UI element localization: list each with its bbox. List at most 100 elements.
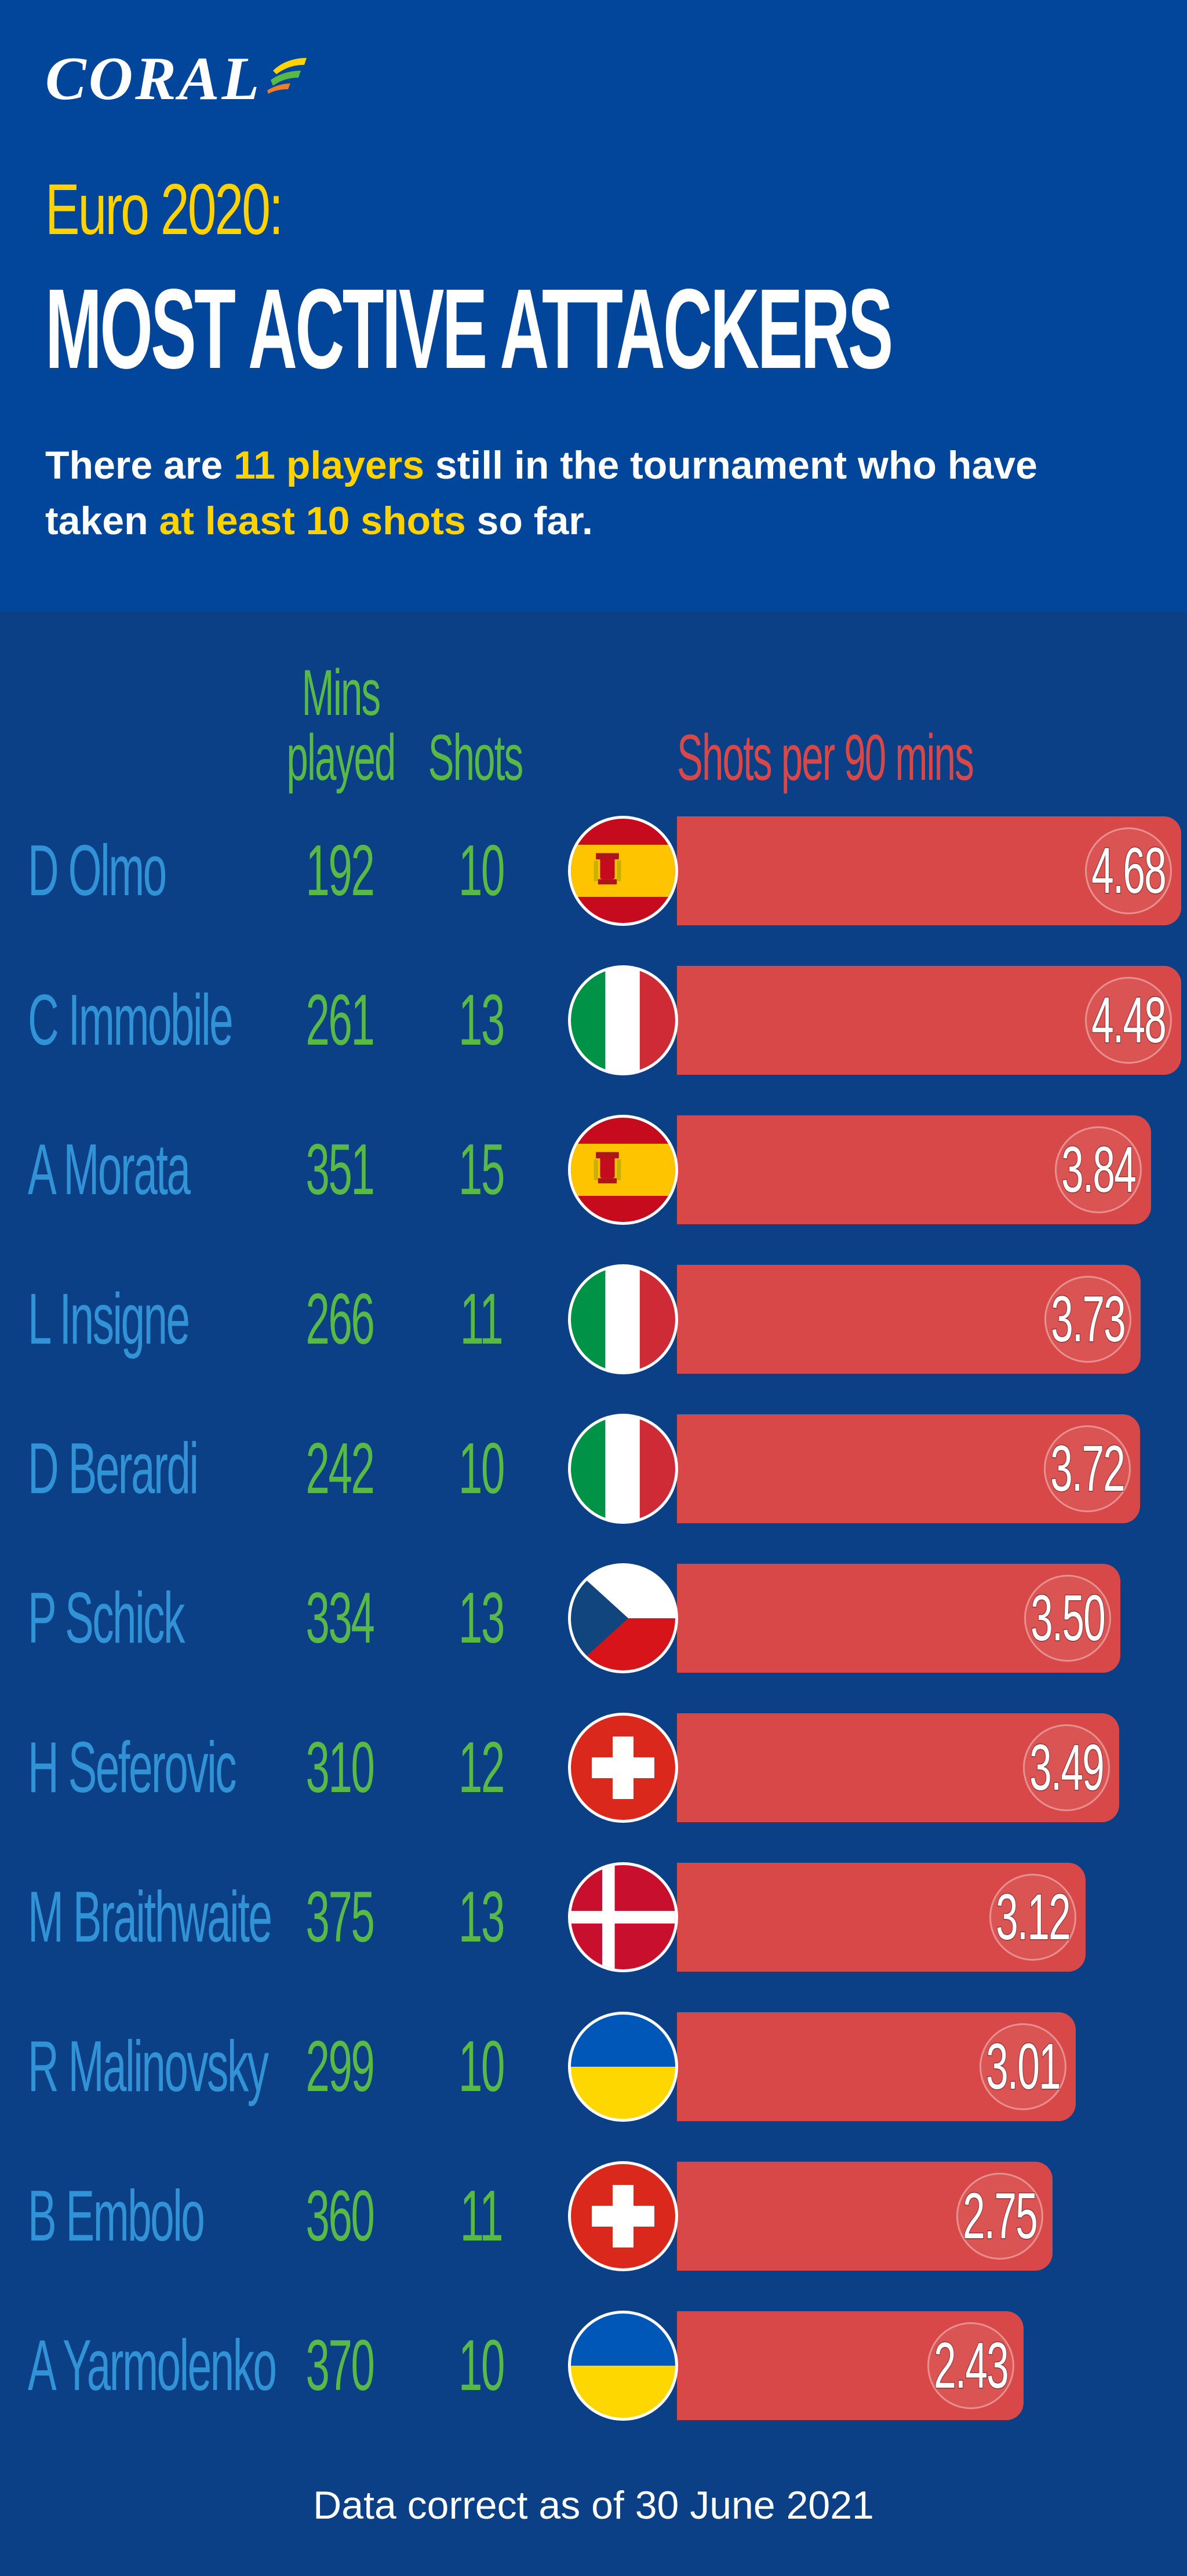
player-name: B Embolo <box>28 2176 205 2256</box>
table-row: A Morata 351 15 3.84 <box>0 1103 1187 1236</box>
subtitle-text: There are <box>45 443 234 487</box>
footnote: Data correct as of 30 June 2021 <box>313 2483 874 2527</box>
italy-flag-icon <box>568 1414 678 1524</box>
shots-value: 10 <box>458 2326 505 2406</box>
player-name: D Olmo <box>28 831 167 911</box>
football-icon: 4.48 <box>1085 977 1172 1064</box>
shots-per-90-label: 3.73 <box>1050 1283 1126 1355</box>
shots-value: 13 <box>458 1578 505 1658</box>
football-icon: 3.72 <box>1044 1425 1131 1512</box>
shots-value: 11 <box>460 1279 504 1359</box>
column-header-shots: Shots <box>428 721 524 794</box>
table-row: D Berardi 242 10 3.72 <box>0 1402 1187 1535</box>
coral-logo: CORAL <box>45 44 308 114</box>
mins-played-value: 370 <box>305 2326 375 2406</box>
italy-flag-icon <box>568 1264 678 1374</box>
shots-per-90-bar: 2.75 <box>677 2162 1053 2271</box>
ukraine-flag-icon <box>568 2012 678 2122</box>
football-icon: 2.43 <box>927 2322 1014 2409</box>
column-header-rate: Shots per 90 mins <box>677 721 974 794</box>
coral-swoosh-icon <box>267 58 307 94</box>
shots-per-90-label: 3.72 <box>1050 1432 1126 1505</box>
subtitle-highlight-shots: at least 10 shots <box>159 499 466 543</box>
shots-per-90-label: 4.48 <box>1091 984 1167 1056</box>
czech-flag-icon <box>568 1563 678 1673</box>
table-row: R Malinovsky 299 10 3.01 <box>0 2000 1187 2133</box>
football-icon: 3.01 <box>980 2023 1066 2110</box>
subtitle: There are 11 players still in the tourna… <box>45 437 1146 549</box>
shots-value: 15 <box>458 1130 505 1210</box>
player-name: M Braithwaite <box>28 1877 272 1957</box>
header-banner: CORAL Euro 2020: MOST ACTIVE ATTACKERS T… <box>0 0 1187 611</box>
switzerland-flag-icon <box>568 1713 678 1823</box>
spain-flag-icon <box>568 816 678 926</box>
subtitle-highlight-players: 11 players <box>234 443 425 487</box>
shots-per-90-bar: 3.72 <box>677 1414 1140 1523</box>
player-name: H Seferovic <box>28 1728 237 1808</box>
player-name: D Berardi <box>28 1429 199 1509</box>
shots-per-90-label: 2.75 <box>962 2180 1038 2252</box>
table-row: A Yarmolenko 370 10 2.43 <box>0 2299 1187 2432</box>
shots-per-90-bar: 3.12 <box>677 1863 1086 1972</box>
mins-played-value: 299 <box>305 2027 375 2107</box>
shots-value: 11 <box>460 2176 504 2256</box>
football-icon: 3.73 <box>1044 1276 1131 1363</box>
shots-value: 10 <box>458 831 505 911</box>
player-name: A Morata <box>28 1130 191 1210</box>
table-row: C Immobile 261 13 4.48 <box>0 954 1187 1087</box>
logo-wordmark: CORAL <box>45 45 262 112</box>
shots-per-90-bar: 3.50 <box>677 1564 1120 1673</box>
mins-played-value: 360 <box>305 2176 375 2256</box>
mins-played-value: 192 <box>305 831 375 911</box>
shots-per-90-bar: 4.48 <box>677 966 1181 1075</box>
denmark-flag-icon <box>568 1862 678 1972</box>
shots-per-90-bar: 2.43 <box>677 2311 1024 2420</box>
shots-per-90-label: 4.68 <box>1091 834 1167 907</box>
player-name: L Insigne <box>28 1279 190 1359</box>
shots-per-90-label: 3.12 <box>995 1881 1071 1953</box>
shots-per-90-label: 3.84 <box>1061 1133 1137 1206</box>
spain-flag-icon <box>568 1115 678 1225</box>
title-line-2: MOST ACTIVE ATTACKERS <box>45 265 893 392</box>
title-line-1: Euro 2020: <box>45 170 283 250</box>
football-icon: 3.50 <box>1024 1575 1111 1662</box>
mins-played-value: 261 <box>305 980 375 1060</box>
shots-value: 13 <box>458 1877 505 1957</box>
mins-played-value: 375 <box>305 1877 375 1957</box>
shots-per-90-bar: 3.84 <box>677 1115 1151 1224</box>
subtitle-text: so far. <box>465 499 593 543</box>
ukraine-flag-icon <box>568 2311 678 2421</box>
table-row: P Schick 334 13 3.50 <box>0 1552 1187 1685</box>
mins-played-value: 242 <box>305 1429 375 1509</box>
football-icon: 2.75 <box>956 2173 1043 2260</box>
column-header-mins: Mins played <box>286 656 396 794</box>
shots-per-90-label: 3.50 <box>1030 1582 1106 1654</box>
shots-value: 10 <box>458 1429 505 1509</box>
mins-played-value: 266 <box>305 1279 375 1359</box>
shots-per-90-bar: 3.01 <box>677 2012 1076 2121</box>
shots-per-90-bar: 4.68 <box>677 816 1181 925</box>
switzerland-flag-icon <box>568 2161 678 2271</box>
shots-value: 10 <box>458 2027 505 2107</box>
table-row: H Seferovic 310 12 3.49 <box>0 1701 1187 1834</box>
shots-value: 13 <box>458 980 505 1060</box>
shots-per-90-bar: 3.73 <box>677 1265 1141 1374</box>
shots-per-90-bar: 3.49 <box>677 1713 1119 1822</box>
table-row: D Olmo 192 10 4.68 <box>0 804 1187 937</box>
shots-per-90-label: 3.01 <box>985 2030 1061 2103</box>
player-name: P Schick <box>28 1578 185 1658</box>
shots-per-90-label: 2.43 <box>933 2329 1009 2402</box>
football-icon: 4.68 <box>1085 827 1172 914</box>
mins-played-value: 310 <box>305 1728 375 1808</box>
mins-played-value: 334 <box>305 1578 375 1658</box>
football-icon: 3.49 <box>1023 1724 1110 1811</box>
football-icon: 3.84 <box>1055 1126 1142 1213</box>
football-icon: 3.12 <box>989 1874 1076 1961</box>
player-name: R Malinovsky <box>28 2027 269 2107</box>
shots-value: 12 <box>458 1728 505 1808</box>
table-row: B Embolo 360 11 2.75 <box>0 2150 1187 2283</box>
player-name: C Immobile <box>28 980 234 1060</box>
subtitle-text: still in the tournament who have taken <box>45 443 1037 543</box>
mins-played-value: 351 <box>305 1130 375 1210</box>
player-name: A Yarmolenko <box>28 2326 277 2406</box>
